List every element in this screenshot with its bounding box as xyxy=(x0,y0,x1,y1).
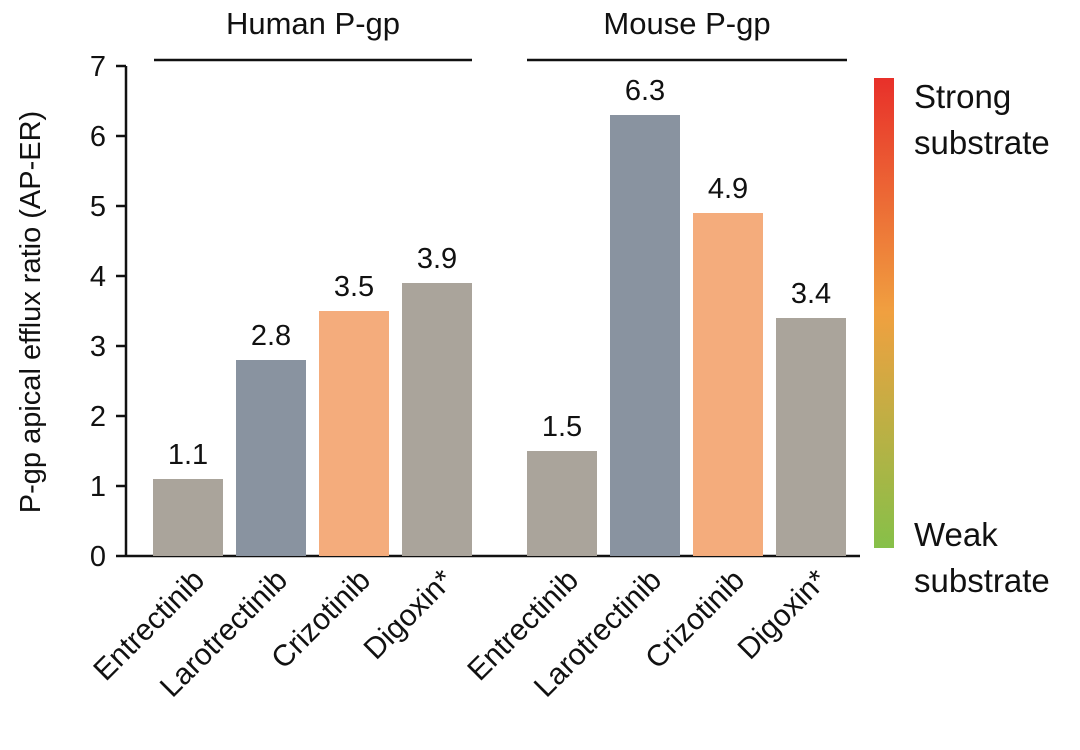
legend-top-label-line1: Strong xyxy=(914,78,1011,115)
bar xyxy=(236,360,306,556)
group-title: Mouse P-gp xyxy=(603,6,770,41)
axes: 0 1 2 3 4 5 6 7 P-gp apical efflux ratio (AP-ER)… xyxy=(15,6,860,573)
bar-value-label: 4.9 xyxy=(708,173,748,205)
category-label: Digoxin* xyxy=(732,563,835,666)
bar-value-label: 1.5 xyxy=(542,411,582,443)
bar-value-label: 2.8 xyxy=(251,320,291,352)
legend: Strong substrate Weak substrate xyxy=(874,78,1050,599)
y-tick-label: 6 xyxy=(90,121,106,153)
y-axis-label: P-gp apical efflux ratio (AP-ER) xyxy=(15,111,47,513)
bar-value-label: 3.5 xyxy=(334,271,374,303)
y-tick-label: 4 xyxy=(90,261,106,293)
legend-top-label-line2: substrate xyxy=(914,124,1050,161)
bar xyxy=(610,115,680,556)
substrate-gradient-bar xyxy=(874,78,894,548)
bar-value-label: 3.4 xyxy=(791,278,831,310)
bar-value-label: 3.9 xyxy=(417,243,457,275)
y-tick-label: 5 xyxy=(90,191,106,223)
legend-bottom-label-line2: substrate xyxy=(914,562,1050,599)
bar xyxy=(319,311,389,556)
bar-value-label: 1.1 xyxy=(168,439,208,471)
category-label: Digoxin* xyxy=(358,563,461,666)
y-tick-label: 7 xyxy=(90,51,106,83)
legend-bottom-label-line1: Weak xyxy=(914,516,998,553)
y-tick-label: 1 xyxy=(90,471,106,503)
bar xyxy=(776,318,846,556)
bar-value-label: 6.3 xyxy=(625,75,665,107)
y-tick-label: 2 xyxy=(90,401,106,433)
bars: 1.1Entrectinib2.8Larotrectinib3.5Crizoti… xyxy=(87,75,846,704)
y-tick-label: 3 xyxy=(90,331,106,363)
bar xyxy=(153,479,223,556)
bar xyxy=(402,283,472,556)
bar xyxy=(693,213,763,556)
group-title: Human P-gp xyxy=(226,6,400,41)
bar xyxy=(527,451,597,556)
y-tick-label: 0 xyxy=(90,541,106,573)
